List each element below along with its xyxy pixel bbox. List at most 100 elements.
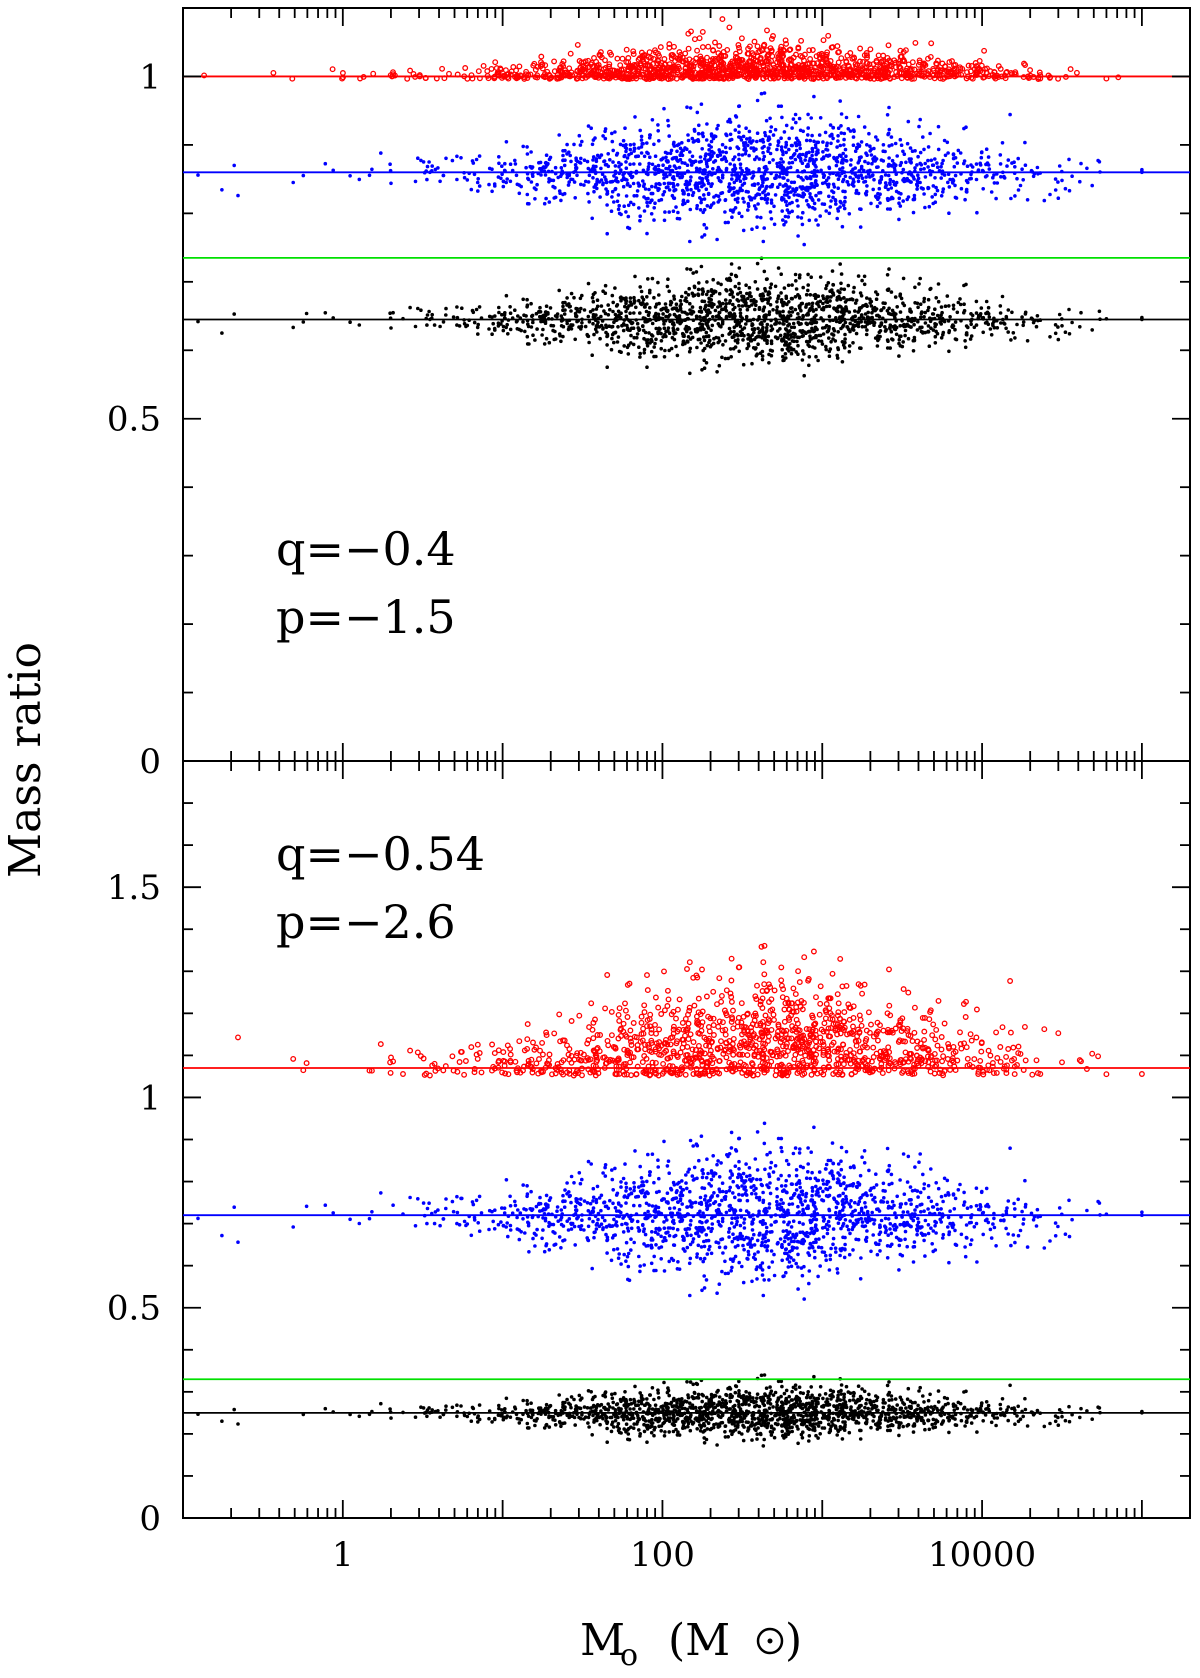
data-point [733,305,737,310]
data-point [843,199,847,204]
data-point [669,74,676,81]
data-point [976,168,981,172]
data-point [779,53,786,60]
data-point [1002,174,1006,179]
data-point [521,297,525,302]
data-point [688,207,693,212]
data-point [800,222,805,227]
data-point [642,182,646,186]
data-point [662,190,667,194]
data-point [551,68,558,75]
data-point [619,311,623,316]
data-point [875,344,880,348]
data-point [744,322,748,326]
data-point [590,216,594,221]
data-point [648,66,655,73]
data-point [616,335,621,339]
data-point [1070,320,1074,325]
data-point [923,175,928,179]
data-point [865,296,869,300]
data-point [800,358,805,362]
data-point [1079,161,1083,166]
data-point [948,177,952,182]
data-point [806,126,810,130]
data-point [988,327,993,331]
data-point [597,180,602,184]
data-point [586,191,590,196]
data-point [568,69,575,76]
data-point [796,72,803,79]
data-point [654,337,658,342]
data-point [685,105,689,109]
data-point [940,1053,947,1060]
data-point [569,72,576,79]
data-point [500,312,504,317]
data-point [936,299,941,304]
data-point [671,196,676,200]
data-point [836,126,841,130]
data-point [623,177,628,182]
data-point [742,173,747,178]
data-point [757,307,762,312]
data-point [965,62,972,69]
data-point [936,282,941,286]
data-point [816,358,820,363]
data-point [951,303,956,308]
data-point [706,181,711,186]
data-point [616,207,621,212]
data-point [554,72,561,79]
data-point [626,214,631,219]
data-point [746,208,750,212]
data-point [771,158,775,162]
data-point [791,153,796,157]
data-point [781,184,786,188]
data-point [1097,309,1102,314]
data-point [755,352,759,357]
data-point [525,145,529,149]
data-point [544,304,549,309]
data-point [906,66,913,73]
data-point [964,69,970,76]
data-point [689,175,693,179]
data-point [886,164,891,168]
data-point [931,201,935,206]
x-ticks [182,8,1191,761]
data-point [641,328,646,333]
data-point [981,330,985,335]
data-point [807,355,812,359]
data-point [676,210,680,215]
data-point [790,985,797,992]
data-point [973,72,980,79]
data-point [835,159,840,164]
data-point [711,315,715,319]
data-point [702,366,707,371]
data-point [1090,183,1094,188]
data-point [697,188,701,193]
data-point [416,72,423,79]
data-point [709,293,714,298]
data-point [699,197,704,202]
data-point [732,315,736,319]
data-point [767,310,772,314]
data-point [912,39,919,46]
data-point [610,131,614,136]
data-point [964,178,969,183]
data-point [585,159,590,164]
data-point [742,200,746,204]
data-point [681,148,686,153]
data-point [611,148,615,153]
data-point [973,69,980,75]
data-point [669,300,674,305]
data-point [608,158,612,162]
data-point [870,320,874,325]
data-point [622,154,626,159]
data-point [905,989,912,996]
data-point [846,283,851,288]
data-point [782,335,787,339]
data-point [830,332,834,336]
data-point [790,348,794,352]
data-point [939,176,943,180]
data-point [746,333,750,337]
data-point [450,158,455,163]
data-point [794,120,798,125]
